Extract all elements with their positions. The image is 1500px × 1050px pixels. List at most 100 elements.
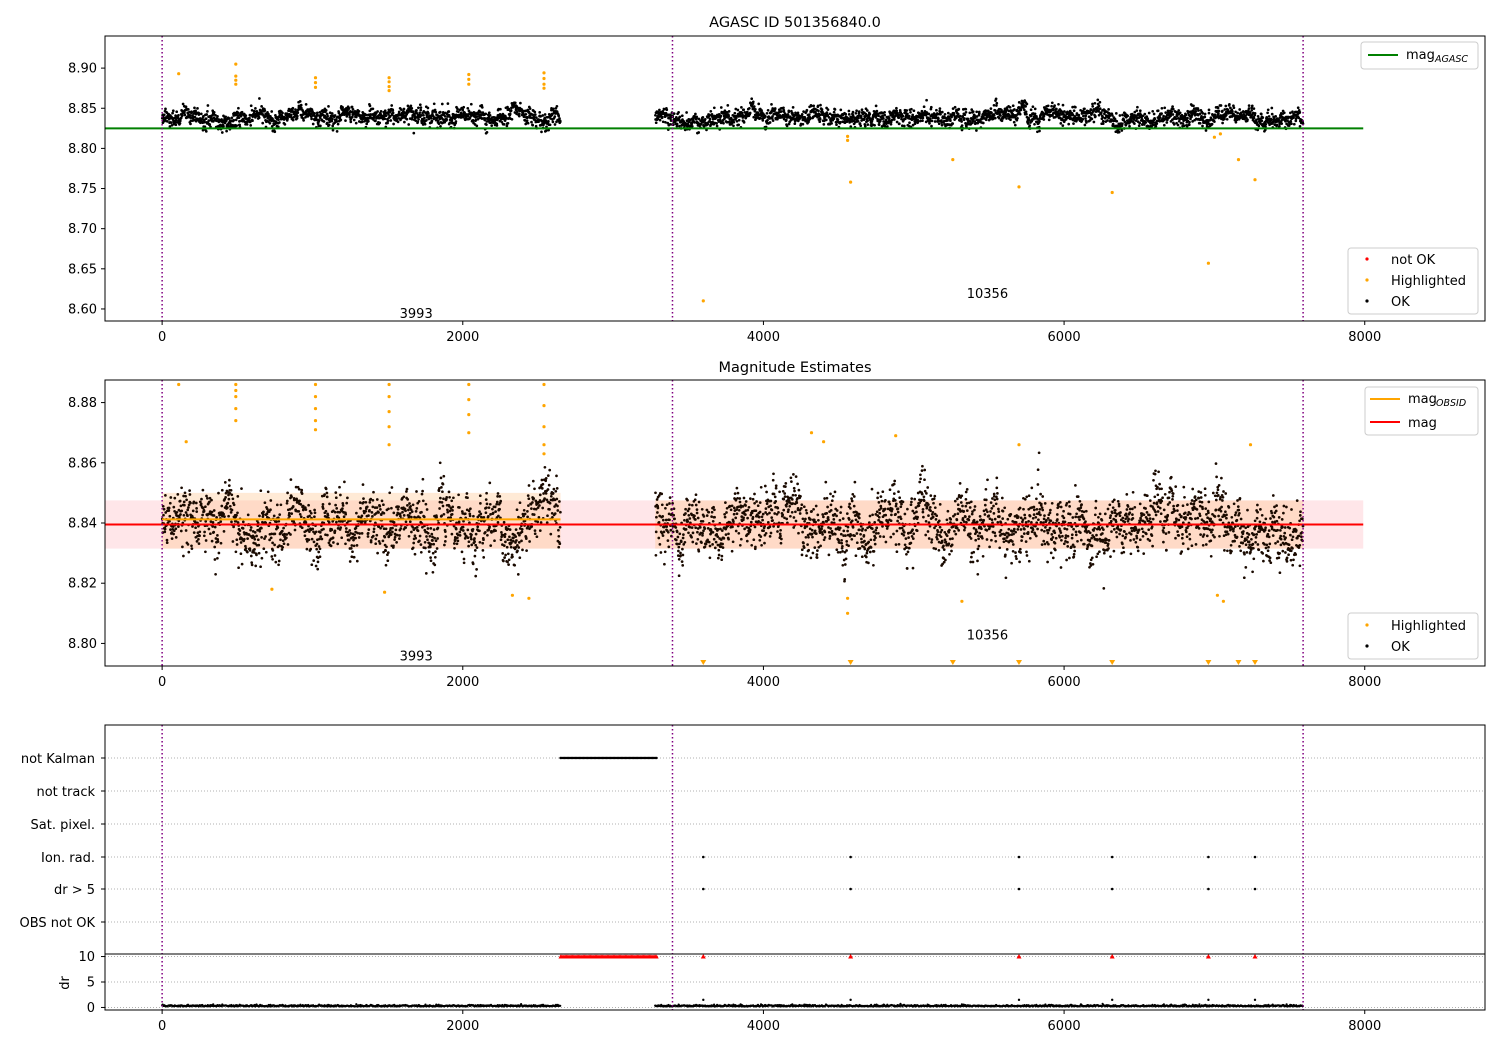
ok-point xyxy=(386,121,389,125)
ok-point xyxy=(450,512,454,516)
ok-point xyxy=(186,514,189,518)
ok-point xyxy=(865,109,869,112)
ok-point xyxy=(388,491,392,495)
ok-point xyxy=(525,119,529,123)
ok-point xyxy=(364,509,368,513)
ok-point xyxy=(779,110,783,113)
ok-point xyxy=(206,497,209,500)
ok-point xyxy=(1264,122,1268,126)
ok-point xyxy=(479,502,482,505)
ok-point xyxy=(1115,119,1119,123)
ok-point xyxy=(349,547,353,550)
highlighted-point xyxy=(177,72,181,76)
ok-point xyxy=(548,508,551,511)
ok-point xyxy=(184,529,188,532)
ok-point xyxy=(661,120,665,124)
ok-point xyxy=(270,110,274,113)
ok-point xyxy=(193,115,197,119)
ok-point xyxy=(500,120,504,124)
ok-point xyxy=(503,535,507,539)
ok-point xyxy=(1171,113,1175,116)
ok-point xyxy=(281,545,285,549)
ok-point xyxy=(1178,111,1182,115)
ok-point xyxy=(436,119,440,123)
ok-point xyxy=(274,560,278,564)
ok-point xyxy=(1114,112,1118,115)
ok-point xyxy=(491,511,495,515)
ok-point xyxy=(534,124,538,128)
ok-point xyxy=(502,123,506,126)
ok-point xyxy=(1250,108,1254,112)
ok-point xyxy=(557,114,561,118)
ok-point xyxy=(197,542,201,545)
ok-point xyxy=(212,509,216,512)
ok-point xyxy=(348,113,351,117)
ok-point xyxy=(320,537,324,541)
ok-point xyxy=(487,506,491,510)
ok-point xyxy=(538,493,542,497)
ok-point xyxy=(539,521,543,524)
ok-point xyxy=(331,117,334,121)
ok-point xyxy=(236,511,239,515)
ok-point xyxy=(912,109,916,113)
ok-point xyxy=(202,114,205,118)
ok-point xyxy=(1162,114,1165,118)
ok-point xyxy=(1077,113,1081,117)
ok-point xyxy=(455,542,459,546)
legend-swatch-not-ok xyxy=(1365,257,1369,261)
ok-point xyxy=(411,110,415,113)
ok-point xyxy=(964,107,968,111)
ok-point xyxy=(488,525,491,529)
ok-point xyxy=(179,529,183,533)
ok-point xyxy=(331,124,335,128)
ok-point xyxy=(210,117,214,121)
ok-point xyxy=(366,531,370,535)
ok-point xyxy=(540,130,543,134)
ok-point xyxy=(214,113,217,117)
ok-point xyxy=(928,117,932,120)
ok-point xyxy=(255,553,258,557)
ok-point xyxy=(493,505,497,509)
ok-point xyxy=(715,124,719,128)
ok-point xyxy=(328,502,331,506)
ok-point xyxy=(238,533,241,536)
ok-point xyxy=(419,114,423,117)
ok-point xyxy=(708,117,712,121)
ok-point xyxy=(300,526,304,530)
ok-point xyxy=(726,104,730,107)
ok-point xyxy=(518,501,522,505)
ok-point xyxy=(1252,107,1256,110)
ok-point xyxy=(194,109,197,113)
ok-point xyxy=(999,114,1002,117)
ok-point xyxy=(993,109,997,112)
ok-point xyxy=(212,514,216,517)
ok-point xyxy=(697,117,701,121)
ok-point xyxy=(1096,98,1100,102)
ok-point xyxy=(690,124,694,128)
ok-point xyxy=(162,507,166,511)
highlighted-point xyxy=(1253,178,1257,182)
ok-point xyxy=(249,104,253,108)
ok-point xyxy=(174,118,178,122)
ok-point xyxy=(366,535,370,538)
ok-point xyxy=(1236,111,1239,115)
ok-point xyxy=(410,530,413,534)
ok-point xyxy=(372,530,376,534)
ok-point xyxy=(445,112,449,116)
ok-point xyxy=(1183,115,1187,119)
ok-point xyxy=(442,497,445,501)
ok-point xyxy=(1267,115,1271,118)
ok-point xyxy=(184,105,188,109)
ok-point xyxy=(346,496,349,500)
ok-point xyxy=(553,115,557,118)
ok-point xyxy=(737,123,741,127)
ok-point xyxy=(383,117,387,121)
ok-point xyxy=(227,117,231,120)
ok-point xyxy=(336,542,340,546)
ok-point xyxy=(443,543,446,547)
ok-point xyxy=(357,109,361,113)
ok-point xyxy=(958,114,962,118)
ok-point xyxy=(334,491,338,494)
ok-point xyxy=(990,111,993,115)
